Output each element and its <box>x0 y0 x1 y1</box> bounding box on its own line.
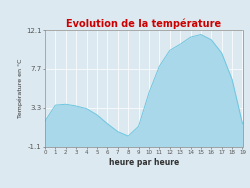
Title: Evolution de la température: Evolution de la température <box>66 19 221 29</box>
X-axis label: heure par heure: heure par heure <box>108 158 179 167</box>
Y-axis label: Température en °C: Température en °C <box>18 59 23 118</box>
